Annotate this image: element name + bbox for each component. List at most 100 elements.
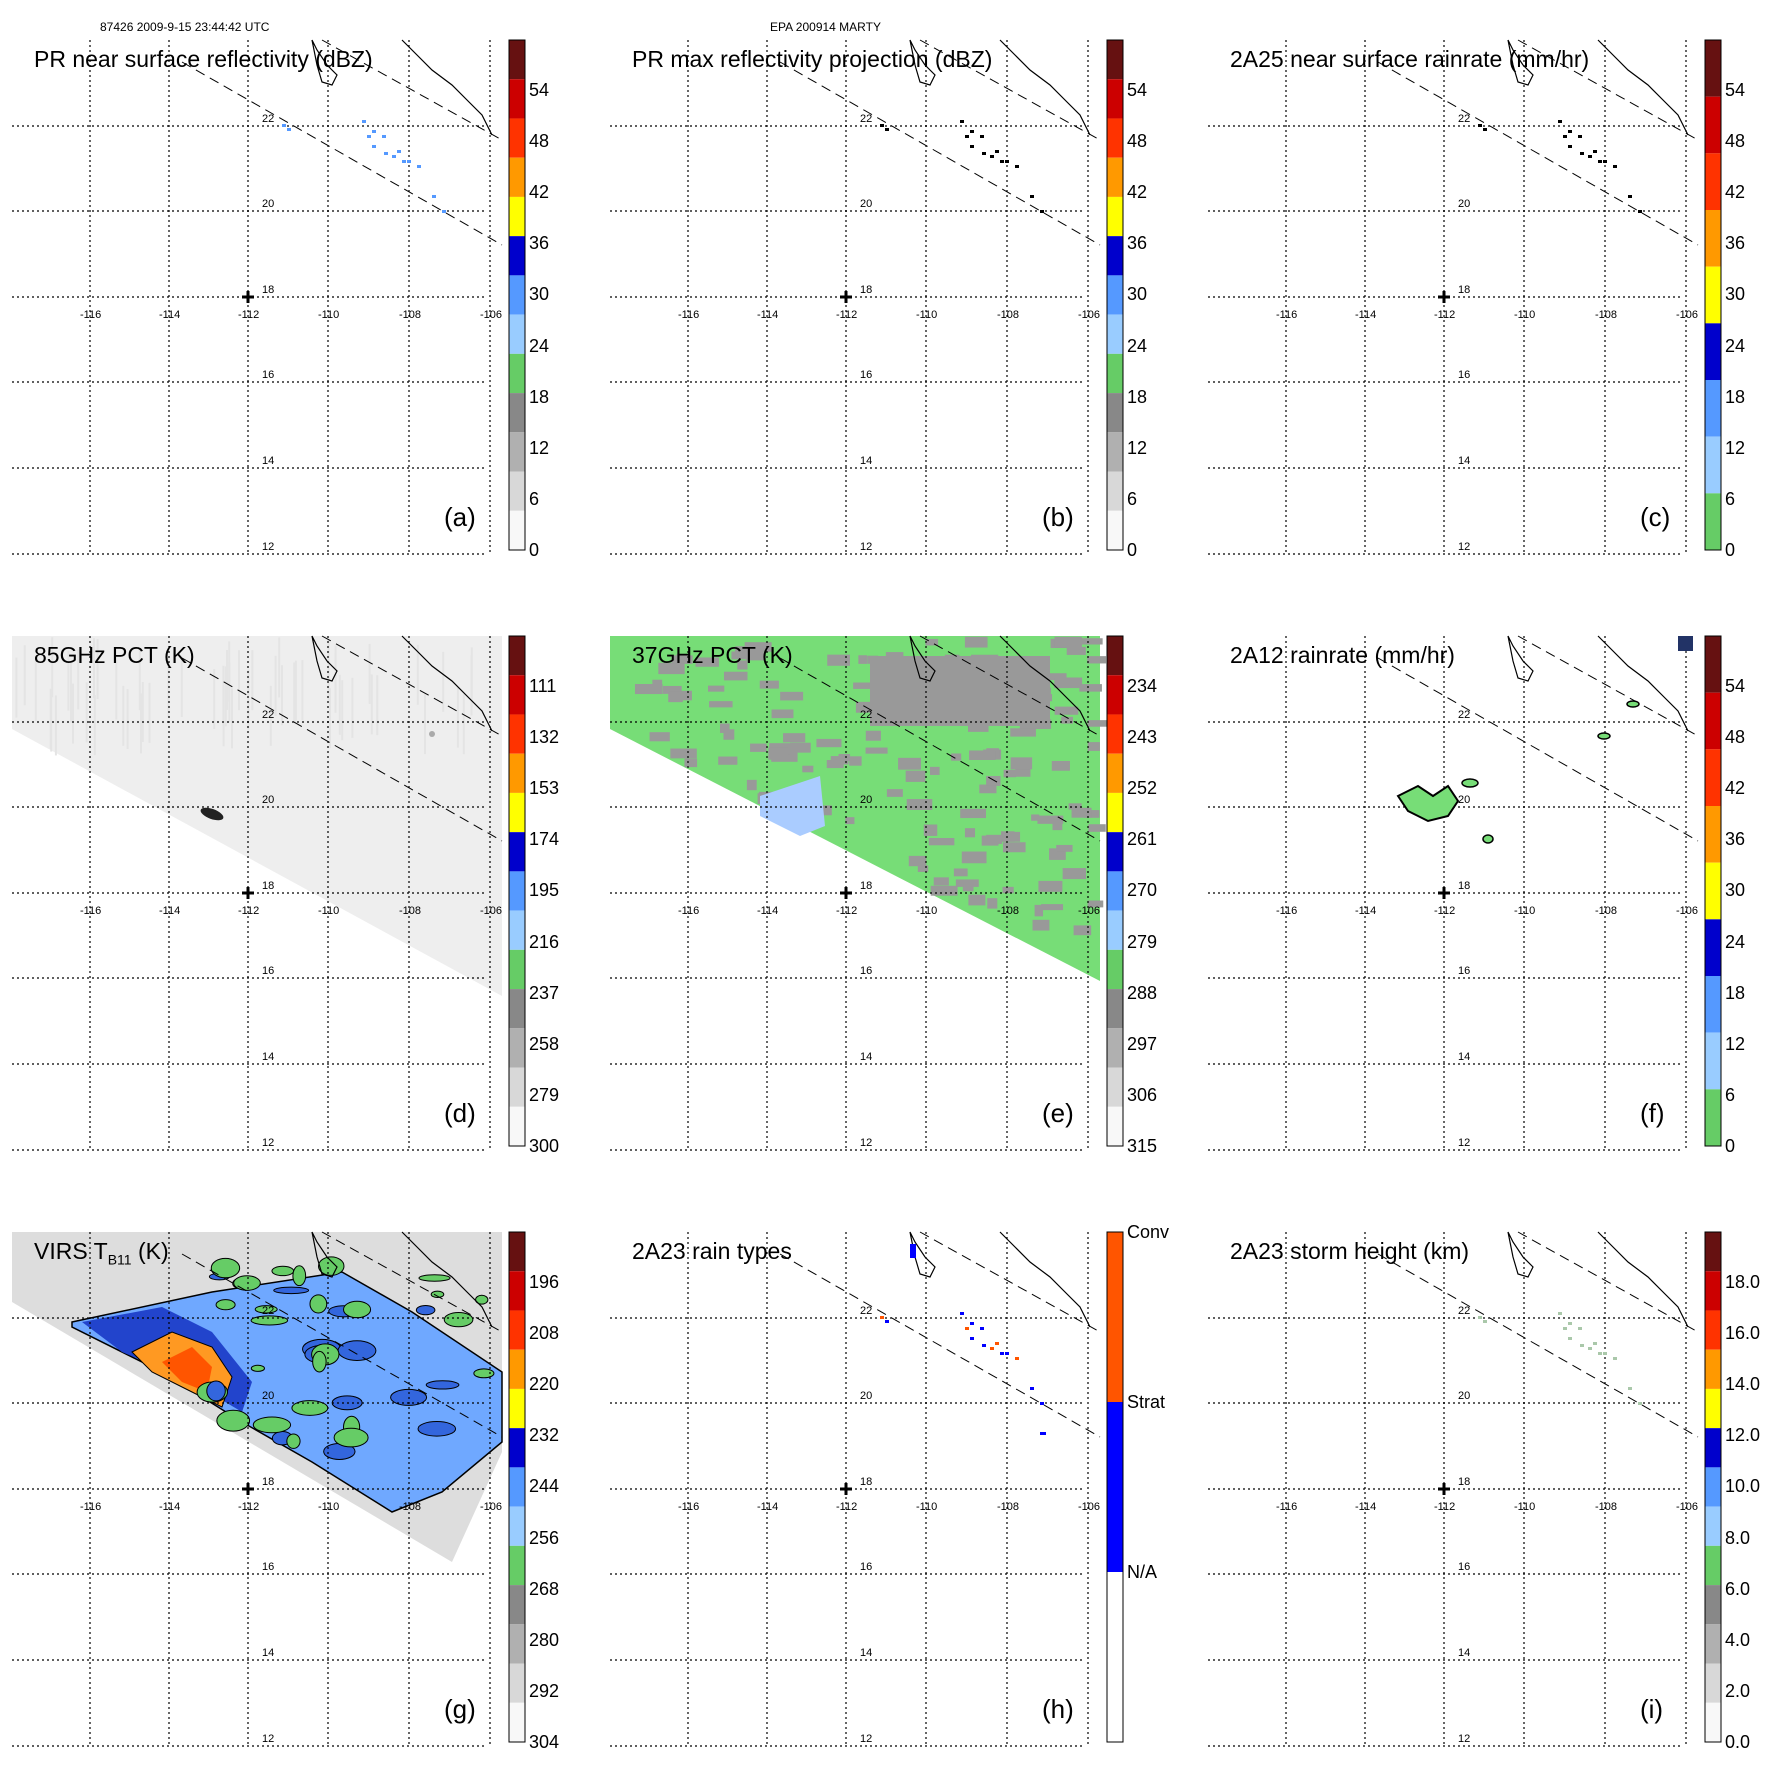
swath-texture: [51, 637, 54, 698]
cloud-cell: [333, 1427, 369, 1448]
lat-tick-label: 20: [860, 1390, 872, 1402]
colorbar-segment: [509, 1310, 525, 1350]
swath-texture: [251, 650, 254, 711]
tmi-rain-area: [1678, 636, 1693, 651]
lon-tick-label: -110: [1514, 309, 1535, 321]
cloud-cell: [216, 1409, 251, 1432]
colorbar-tick-label: 12: [1127, 437, 1148, 458]
precip-pixel: [1568, 1337, 1572, 1340]
panel-letter: (e): [1042, 1098, 1074, 1128]
colorbar-segment: [509, 393, 525, 433]
pct-patch: [684, 758, 698, 768]
lon-tick-label: -116: [678, 1501, 699, 1513]
colorbar-tick-label: 54: [1725, 676, 1746, 696]
precip-pixel: [880, 124, 884, 127]
colorbar-segment: [1107, 949, 1123, 990]
pct-patch: [708, 685, 725, 692]
precip-pixel: [282, 124, 286, 127]
lon-tick-label: -110: [916, 1501, 937, 1513]
colorbar-segment: [509, 1428, 525, 1468]
colorbar-tick-label: 304: [529, 1732, 560, 1752]
cloud-cell: [318, 1256, 345, 1276]
lon-tick-label: -112: [238, 905, 259, 917]
lat-tick-label: 12: [1458, 1733, 1470, 1745]
lon-tick-label: -114: [757, 309, 778, 321]
colorbar-segment: [1107, 675, 1123, 715]
colorbar-segment: [1705, 436, 1721, 494]
colorbar-segment: [1705, 1428, 1721, 1468]
pct-patch: [1073, 925, 1092, 936]
pr-swath-edge: [321, 635, 503, 737]
swath-texture: [141, 681, 144, 742]
colorbar-tick-label: 280: [529, 1629, 560, 1650]
precip-pixel: [1603, 1352, 1607, 1355]
precip-pixel: [1563, 135, 1567, 138]
swath-texture: [23, 645, 26, 706]
cloud-cell: [210, 1257, 241, 1279]
coastline: [1507, 1231, 1689, 1328]
colorbar-tick-label: 196: [529, 1272, 560, 1292]
precip-pixel: [392, 155, 396, 158]
colorbar-segment: [509, 1702, 525, 1742]
colorbar-tick-label: 36: [1725, 829, 1746, 850]
precip-pixel: [1638, 210, 1642, 213]
colorbar-segment: [509, 1349, 525, 1389]
precip-pixel: [982, 152, 986, 155]
precip-pixel: [402, 160, 406, 163]
colorbar-segment: [1705, 862, 1721, 920]
colorbar-tick-label: 216: [529, 931, 560, 952]
colorbar-segment: [509, 236, 525, 276]
lon-tick-label: -108: [997, 309, 1019, 321]
map-canvas-h: -116 -114 -112 -110 -108 -106 22 20 18 16 14 12: [610, 1231, 1124, 1747]
pct-patch: [744, 642, 772, 652]
colorbar-tick-label: 153: [529, 778, 560, 799]
colorbar-segment: [1107, 353, 1123, 394]
pct-patch: [886, 789, 903, 797]
map-canvas-a: -116 -114 -112 -110 -108 -106 22 20 18 16 14 12: [12, 39, 526, 555]
precip-pixel: [1588, 155, 1592, 158]
colorbar-tick-label: 24: [1725, 335, 1746, 356]
colorbar-segment: [1705, 1663, 1721, 1703]
pct-patch: [709, 701, 733, 708]
colorbar-tick-label: 6: [1725, 1084, 1736, 1105]
coastline: [311, 635, 493, 732]
pct-patch: [968, 894, 986, 906]
lon-tick-label: -106: [480, 1501, 502, 1513]
pct-patch: [1002, 842, 1026, 853]
map-canvas-f: -116 -114 -112 -110 -108 -106 22 20 18 16 14 12: [1208, 635, 1722, 1151]
colorbar-tick-label: 30: [1127, 284, 1148, 305]
precip-pixel: [1558, 1312, 1562, 1315]
colorbar-tick-label: 24: [529, 335, 550, 356]
lat-tick-label: 16: [262, 965, 274, 977]
colorbar-segment: [509, 1271, 525, 1311]
tmi-rain-area: [1396, 784, 1460, 823]
pct-patch: [845, 817, 855, 825]
pct-patch: [1043, 673, 1067, 681]
colorbar-segment: [509, 989, 525, 1029]
swath-texture: [269, 685, 272, 746]
colorbar-segment: [1705, 749, 1721, 806]
colorbar-segment: [509, 510, 525, 550]
colorbar-segment: [1107, 989, 1123, 1029]
lon-tick-label: -108: [399, 1501, 421, 1513]
lon-tick-label: -112: [836, 1501, 857, 1513]
colorbar-segment: [1107, 1232, 1123, 1402]
lat-tick-label: 16: [1458, 369, 1470, 381]
precip-pixel: [397, 150, 401, 153]
pct-patch: [1010, 757, 1033, 770]
lon-tick-label: -108: [399, 905, 421, 917]
colorbar-segment: [1705, 1232, 1721, 1272]
lon-tick-label: -110: [916, 905, 937, 917]
colorbar-tick-label: 297: [1127, 1033, 1158, 1054]
swath-texture: [293, 664, 296, 725]
colorbar-tick-label: 12: [1725, 437, 1746, 458]
swath-texture: [148, 682, 151, 743]
precip-pixel: [1578, 1327, 1582, 1330]
colorbar-segment: [1107, 636, 1123, 676]
lon-tick-label: -114: [757, 905, 778, 917]
colorbar-segment: [1705, 1271, 1721, 1311]
pct-patch: [855, 701, 883, 713]
pct-patch: [680, 690, 692, 701]
pct-patch: [1010, 728, 1036, 737]
colorbar-segment: [509, 1067, 525, 1107]
